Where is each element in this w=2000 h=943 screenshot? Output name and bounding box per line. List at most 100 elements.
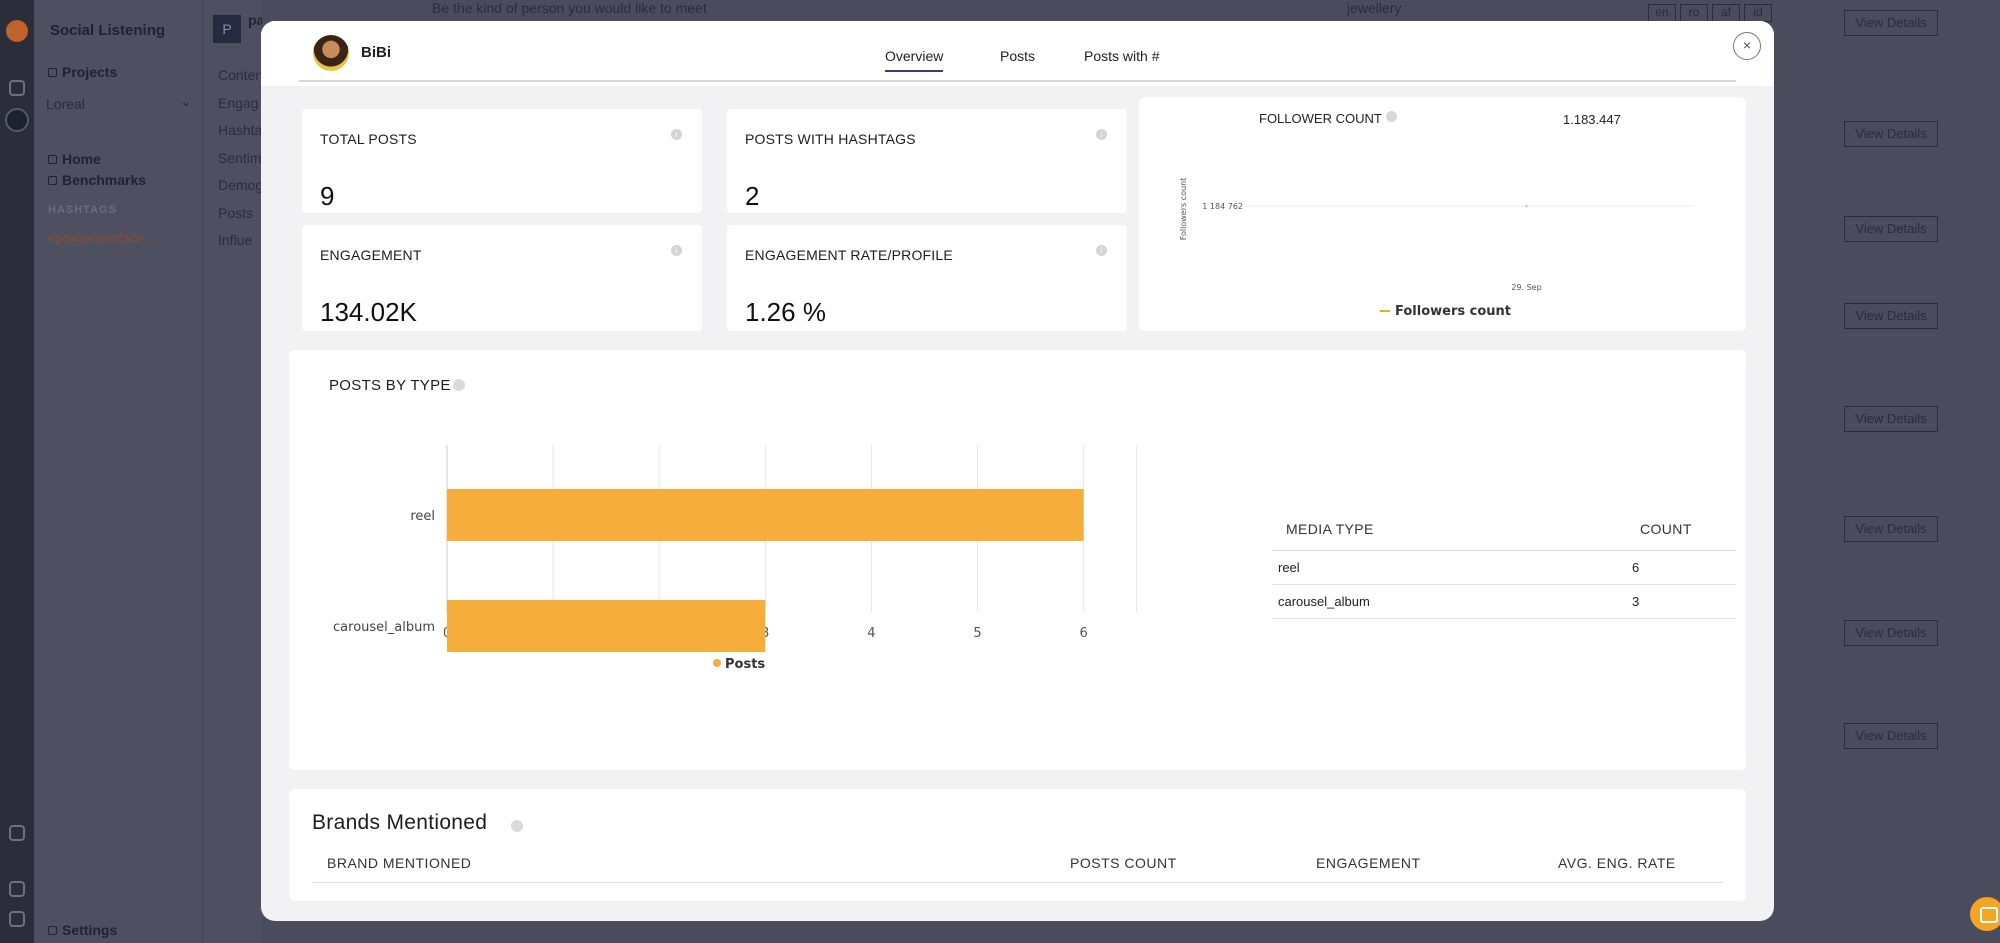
column-header-media-type[interactable]: MEDIA TYPE <box>1272 510 1626 551</box>
info-icon[interactable]: i <box>671 129 682 140</box>
view-details-button[interactable]: View Details <box>1844 723 1938 749</box>
view-details-button[interactable]: View Details <box>1844 516 1938 542</box>
modal-header: BiBi Overview Posts Posts with # × <box>261 21 1774 86</box>
info-icon[interactable] <box>511 820 523 832</box>
chat-widget-icon[interactable] <box>1970 897 2000 931</box>
sidebar: Social Listening Projects Loreal Home Be… <box>34 0 202 943</box>
view-details-button[interactable]: View Details <box>1844 620 1938 646</box>
tab-posts[interactable]: Posts <box>1000 48 1036 64</box>
cell-media-type: reel <box>1272 550 1626 585</box>
cell-count: 3 <box>1626 584 1736 619</box>
stat-value: 9 <box>320 181 335 211</box>
sidebar-item-projects[interactable]: Projects <box>48 64 117 80</box>
view-details-button[interactable]: View Details <box>1844 216 1938 242</box>
legend-swatch <box>713 659 721 667</box>
subnav-item[interactable]: Demog <box>218 177 264 193</box>
x-tick-label: 4 <box>867 626 875 641</box>
sidebar-item-benchmarks[interactable]: Benchmarks <box>48 172 146 188</box>
view-details-button[interactable]: View Details <box>1844 10 1938 36</box>
info-icon[interactable]: i <box>1096 245 1107 256</box>
bar-carousel-album <box>447 600 766 652</box>
info-icon[interactable] <box>453 379 465 391</box>
table-header-row: MEDIA TYPE COUNT <box>1272 510 1736 551</box>
column-header-engagement[interactable]: ENGAGEMENT <box>1316 855 1421 871</box>
info-icon[interactable]: i <box>671 245 682 256</box>
subnav-item[interactable]: Engag <box>218 95 259 111</box>
follower-count-card: FOLLOWER COUNT 1.183.447 Followers count… <box>1139 97 1746 331</box>
media-type-table: MEDIA TYPE COUNT reel 6 carousel_album 3 <box>1272 510 1736 619</box>
stat-value: 134.02K <box>320 297 417 327</box>
benchmark-icon <box>48 176 57 185</box>
x-tick-label: 29. Sep <box>1511 283 1541 292</box>
modal-tabs: Overview Posts Posts with # <box>261 21 1774 86</box>
stat-label: ENGAGEMENT RATE/PROFILE <box>745 247 953 263</box>
tab-overview[interactable]: Overview <box>885 48 944 72</box>
info-icon[interactable]: i <box>1096 129 1107 140</box>
profile-avatar <box>313 35 349 71</box>
view-details-button[interactable]: View Details <box>1844 121 1938 147</box>
y-axis-label: Followers count <box>1179 178 1188 241</box>
y-tick-label: reel <box>410 509 435 524</box>
gear-icon <box>48 926 57 935</box>
chart-icon[interactable] <box>9 80 25 96</box>
sidebar-item-hashtag[interactable]: #paidprojectbylo... <box>48 230 154 245</box>
tab-posts-with-hashtag[interactable]: Posts with # <box>1084 48 1160 64</box>
home-icon <box>48 155 57 164</box>
y-tick-label: 1 184 762 <box>1202 202 1243 211</box>
posts-by-type-title: POSTS BY TYPE <box>329 377 451 394</box>
lang-badge: en <box>1648 4 1676 22</box>
app-title: Social Listening <box>50 22 166 39</box>
bar-reel <box>447 489 1084 541</box>
stat-card-posts-with-hashtags: POSTS WITH HASHTAGS i 2 <box>727 109 1127 213</box>
profile-name: BiBi <box>361 44 391 61</box>
column-header-avg-eng-rate[interactable]: AVG. ENG. RATE <box>1558 855 1676 871</box>
stat-card-engagement: ENGAGEMENT i 134.02K <box>302 225 702 331</box>
user-avatar[interactable] <box>5 108 29 132</box>
view-details-button[interactable]: View Details <box>1844 303 1938 329</box>
help-icon[interactable] <box>9 911 25 927</box>
column-header-posts-count[interactable]: POSTS COUNT <box>1070 855 1177 871</box>
row-bio-text: Be the kind of person you would like to … <box>432 0 707 16</box>
subnav-item[interactable]: Sentim <box>218 150 262 166</box>
view-details-button[interactable]: View Details <box>1844 406 1938 432</box>
subnav-item[interactable]: Conten <box>218 67 264 83</box>
table-row: reel 6 <box>1272 550 1736 585</box>
subnav-item[interactable]: Posts <box>218 205 254 221</box>
stat-card-total-posts: TOTAL POSTS i 9 <box>302 109 702 213</box>
table-row: carousel_album 3 <box>1272 584 1736 619</box>
stat-value: 2 <box>745 181 760 211</box>
lang-badge: af <box>1712 4 1740 22</box>
follower-value: 1.183.447 <box>1563 112 1621 127</box>
project-subnav: P paidprojectb Conten Engag Hashta Senti… <box>202 0 332 943</box>
subnav-item[interactable]: Hashta <box>218 122 263 138</box>
follower-label: FOLLOWER COUNT <box>1259 111 1382 126</box>
folder-icon <box>48 68 57 77</box>
sidebar-item-home[interactable]: Home <box>48 151 101 167</box>
project-select[interactable]: Loreal <box>46 93 196 117</box>
row-tag: jewellery <box>1347 0 1402 16</box>
lang-badge: id <box>1744 4 1772 22</box>
project-badge: P <box>213 15 241 43</box>
info-icon[interactable] <box>1386 111 1397 122</box>
data-point <box>1525 205 1528 207</box>
follower-line-chart: Followers count 1 184 762 29. Sep Followers… <box>1179 178 1694 319</box>
x-tick-label: 6 <box>1079 626 1087 641</box>
brands-mentioned-title: Brands Mentioned <box>312 811 488 834</box>
legend-item: Followers count <box>1395 304 1511 319</box>
brands-mentioned-card: Brands Mentioned BRAND MENTIONED POSTS C… <box>289 789 1746 901</box>
cell-count: 6 <box>1626 550 1736 585</box>
stat-card-engagement-rate: ENGAGEMENT RATE/PROFILE i 1.26 % <box>727 225 1127 331</box>
stat-label: ENGAGEMENT <box>320 247 422 263</box>
stat-label: TOTAL POSTS <box>320 131 417 147</box>
posts-by-type-card: POSTS BY TYPE 0123456reelcarousel_albumP… <box>289 350 1746 770</box>
close-button[interactable]: × <box>1733 32 1761 60</box>
bell-icon[interactable] <box>9 881 25 897</box>
column-header-brand[interactable]: BRAND MENTIONED <box>327 855 472 871</box>
legend-item: Posts <box>725 657 765 672</box>
sidebar-item-settings[interactable]: Settings <box>48 922 117 938</box>
hashtags-section-label: HASHTAGS <box>48 204 117 216</box>
link-icon[interactable] <box>9 825 25 841</box>
column-header-count[interactable]: COUNT <box>1626 510 1736 551</box>
subnav-item[interactable]: Influe <box>218 232 253 248</box>
